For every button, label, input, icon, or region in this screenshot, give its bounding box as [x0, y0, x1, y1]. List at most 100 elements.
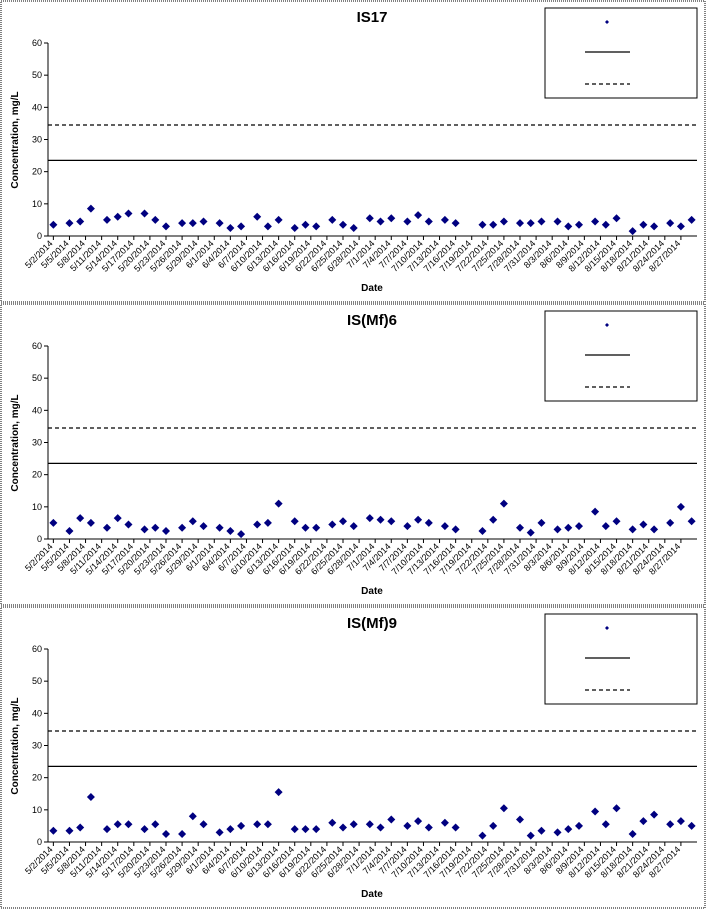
data-point [365, 514, 374, 523]
chart-title: IS(Mf)6 [347, 312, 397, 329]
data-point [274, 499, 283, 508]
y-tick-label: 0 [37, 231, 42, 241]
y-tick-label: 40 [32, 708, 42, 718]
data-point [564, 825, 573, 834]
data-point [387, 214, 396, 223]
data-point [499, 217, 508, 226]
data-point [86, 518, 95, 527]
data-point [489, 515, 498, 524]
panel-border [0, 0, 706, 303]
data-point [451, 219, 460, 228]
data-point [86, 204, 95, 213]
data-point [553, 217, 562, 226]
data-point [451, 525, 460, 534]
data-point [290, 825, 299, 834]
data-point [349, 820, 358, 829]
x-axis-label: Date [361, 283, 383, 294]
data-point [65, 219, 74, 228]
data-point [424, 518, 433, 527]
y-tick-label: 60 [32, 38, 42, 48]
data-point [526, 831, 535, 840]
data-point [263, 820, 272, 829]
data-point [263, 518, 272, 527]
y-tick-label: 60 [32, 341, 42, 351]
data-point [103, 523, 111, 532]
data-point [628, 829, 637, 838]
legend [544, 7, 698, 99]
data-point [489, 821, 498, 830]
data-point [387, 815, 396, 824]
data-point [440, 215, 449, 224]
data-point [553, 828, 562, 837]
data-point [424, 217, 433, 226]
data-point [188, 812, 197, 821]
panel-border [0, 606, 706, 909]
data-point [424, 823, 433, 832]
data-point [687, 215, 696, 224]
y-tick-label: 50 [32, 70, 42, 80]
data-point [226, 526, 235, 535]
data-point [537, 826, 546, 835]
data-point [612, 517, 621, 526]
x-axis-label: Date [361, 586, 383, 597]
data-point [451, 823, 460, 832]
data-point [301, 220, 310, 229]
data-point [113, 514, 122, 523]
chart: IS(Mf)601020304050605/2/20145/5/20145/8/… [0, 303, 706, 606]
y-tick-label: 10 [32, 199, 42, 209]
data-point [365, 820, 374, 829]
data-point [666, 219, 675, 228]
data-point [65, 526, 74, 535]
data-point [103, 215, 111, 224]
data-point [103, 825, 111, 834]
legend [544, 310, 698, 402]
data-point [328, 520, 337, 529]
chart-title: IS17 [357, 9, 388, 26]
data-point [414, 817, 423, 826]
data-point [403, 522, 412, 531]
data-point [274, 215, 283, 224]
data-point [312, 523, 321, 532]
data-point [151, 820, 160, 829]
data-point [639, 220, 648, 229]
chart: IS(Mf)901020304050605/2/20145/5/20145/8/… [0, 606, 706, 909]
data-point [489, 220, 498, 229]
data-point [612, 804, 621, 813]
data-point [49, 220, 58, 229]
legend-marker [605, 626, 609, 630]
data-point [676, 502, 685, 511]
data-point [226, 223, 235, 232]
data-point [639, 520, 648, 529]
data-point [328, 215, 337, 224]
data-point [76, 217, 85, 226]
data-point [516, 523, 524, 532]
data-point [526, 219, 535, 228]
data-point [151, 215, 160, 224]
data-point [124, 209, 133, 218]
data-point [601, 220, 610, 229]
data-point [575, 522, 583, 531]
chart: IS1701020304050605/2/20145/5/20145/8/201… [0, 0, 706, 303]
data-point [140, 525, 149, 534]
data-point [349, 522, 358, 531]
data-point [215, 523, 224, 532]
y-axis-label: Concentration, mg/L [10, 91, 21, 188]
data-point [312, 222, 321, 231]
data-point [403, 821, 412, 830]
y-tick-label: 20 [32, 167, 42, 177]
data-point [387, 517, 396, 526]
data-point [349, 223, 358, 232]
data-point [263, 222, 272, 231]
data-point [237, 222, 246, 231]
data-point [440, 522, 449, 531]
data-point [124, 820, 133, 829]
data-point [253, 212, 262, 221]
chart-title: IS(Mf)9 [347, 615, 397, 632]
data-point [215, 828, 224, 837]
data-point [687, 517, 696, 526]
data-point [376, 515, 385, 524]
data-point [178, 523, 187, 532]
data-point [124, 520, 133, 529]
data-point [339, 517, 347, 526]
y-tick-label: 30 [32, 135, 42, 145]
